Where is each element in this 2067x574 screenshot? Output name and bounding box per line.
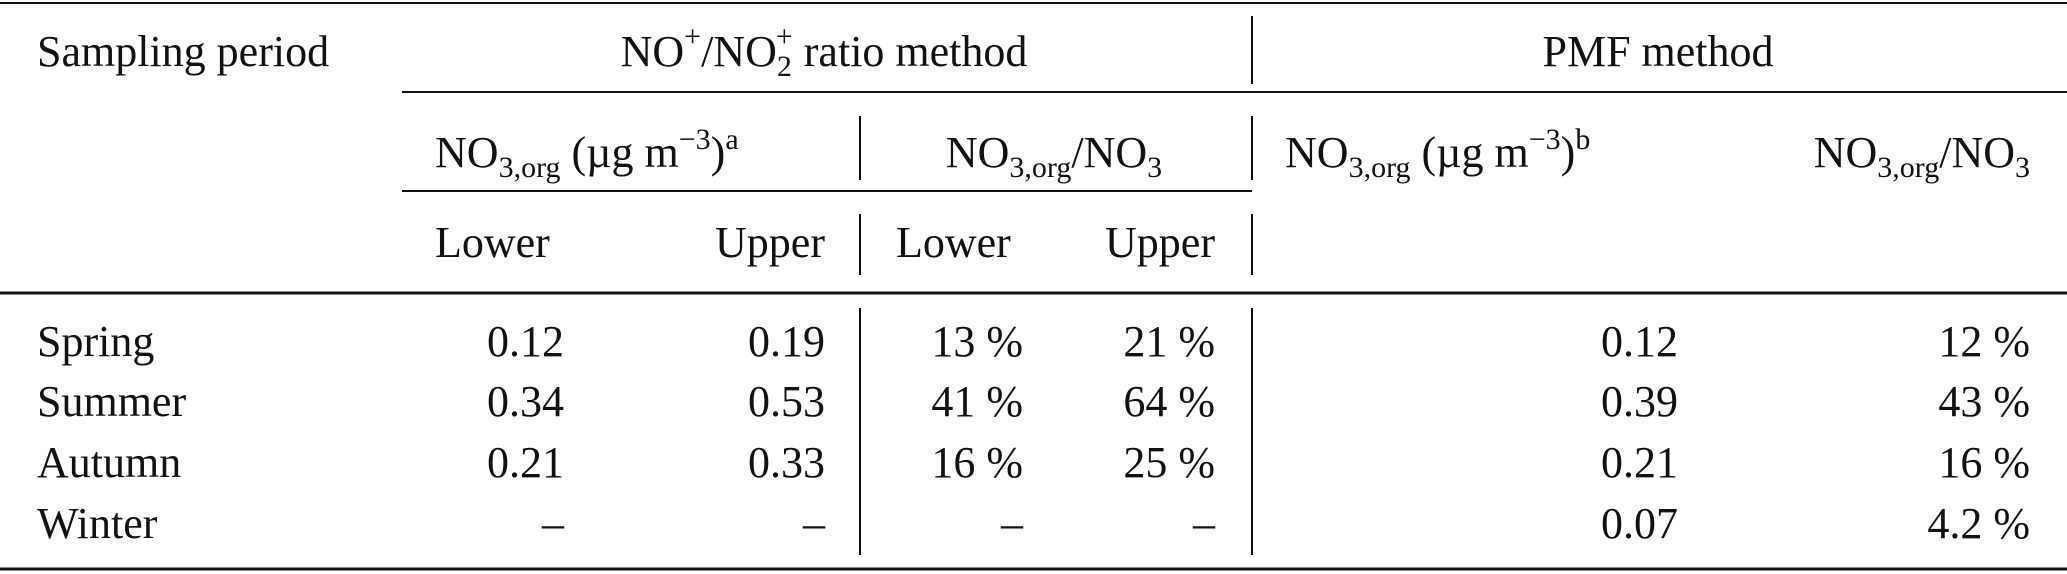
header: Upper — [715, 218, 825, 267]
sup: + — [776, 20, 793, 53]
t: ) — [711, 128, 726, 177]
sup: a — [725, 123, 738, 156]
cell: 0.12 — [487, 317, 564, 366]
cell: 0.33 — [748, 438, 825, 487]
cell: – — [802, 499, 826, 548]
header: Lower — [435, 218, 550, 267]
cell: 41 % — [931, 377, 1023, 426]
header: Sampling period — [37, 27, 329, 76]
sub: 3 — [1147, 151, 1162, 184]
sub: 3 — [2015, 151, 2030, 184]
cell: 16 % — [931, 438, 1023, 487]
cell: 0.12 — [1601, 317, 1678, 366]
cell: 0.19 — [748, 317, 825, 366]
t: /NO — [701, 27, 777, 76]
cell: 43 % — [1938, 377, 2030, 426]
sup: −3 — [679, 123, 711, 156]
t: NO — [435, 128, 499, 177]
sub: 3,org — [499, 151, 561, 184]
sup: + — [684, 20, 701, 53]
header: NO3,org/NO3 — [1814, 128, 2030, 184]
t: (µg m — [1411, 128, 1529, 177]
t: NO — [946, 128, 1010, 177]
cell: 0.39 — [1601, 377, 1678, 426]
cell: Autumn — [37, 438, 181, 487]
t: (µg m — [561, 128, 679, 177]
cell: 0.34 — [487, 377, 564, 426]
t: NO — [621, 27, 685, 76]
cell: 0.21 — [487, 438, 564, 487]
sup: b — [1575, 123, 1590, 156]
t: /NO — [1071, 128, 1147, 177]
header: NO+/NO2+ ratio method — [621, 20, 1028, 83]
header: Lower — [896, 218, 1011, 267]
sub: 3,org — [1009, 151, 1071, 184]
cell: – — [1192, 499, 1216, 548]
cell: 0.21 — [1601, 438, 1678, 487]
t: NO — [1285, 128, 1349, 177]
cell: Summer — [37, 377, 186, 426]
cell: Spring — [37, 317, 154, 366]
header: NO3,org/NO3 — [946, 128, 1162, 184]
cell: 4.2 % — [1927, 499, 2030, 548]
cell: 64 % — [1123, 377, 1215, 426]
cell: – — [1000, 499, 1024, 548]
sup: −3 — [1529, 123, 1561, 156]
cell: 0.53 — [748, 377, 825, 426]
header: NO3,org (µg m−3)b — [1285, 123, 1590, 184]
header: NO3,org (µg m−3)a — [435, 123, 739, 184]
cell: 13 % — [931, 317, 1023, 366]
t: NO — [1814, 128, 1878, 177]
sub: 3,org — [1349, 151, 1411, 184]
cell: 12 % — [1938, 317, 2030, 366]
cell: – — [541, 499, 565, 548]
t: ) — [1561, 128, 1576, 177]
t: ratio method — [793, 27, 1028, 76]
cell: Winter — [37, 499, 158, 548]
sub: 2 — [777, 50, 792, 83]
header: PMF method — [1542, 27, 1773, 76]
cell: 25 % — [1123, 438, 1215, 487]
cell: 16 % — [1938, 438, 2030, 487]
t: /NO — [1939, 128, 2015, 177]
header: Upper — [1105, 218, 1215, 267]
cell: 21 % — [1123, 317, 1215, 366]
sub: 3,org — [1877, 151, 1939, 184]
cell: 0.07 — [1601, 499, 1678, 548]
